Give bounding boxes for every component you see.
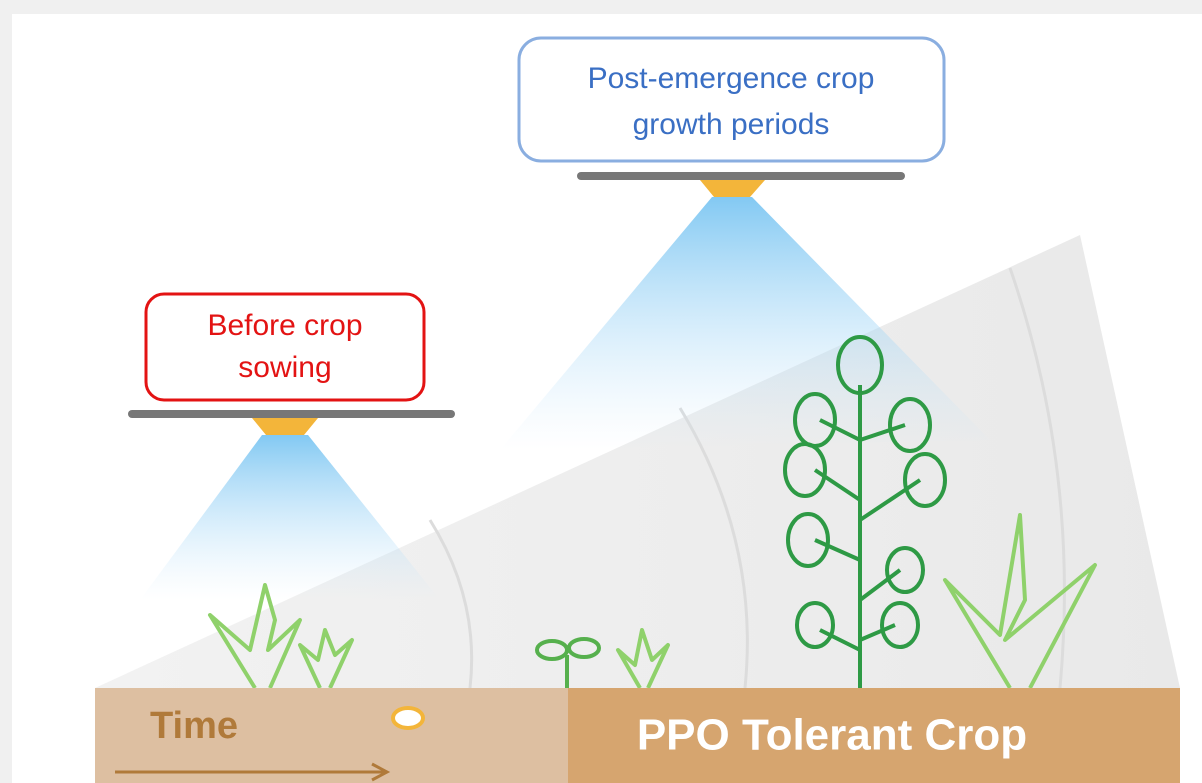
spray-bar: [577, 172, 905, 180]
label-text: Before crop: [207, 309, 362, 342]
crop-label: PPO Tolerant Crop: [637, 711, 1027, 760]
label-text: Post-emergence crop: [588, 62, 875, 95]
diagram: Post-emergence crop growth periods Befor…: [0, 0, 1202, 783]
label-text: sowing: [238, 351, 331, 384]
seed: [393, 708, 423, 728]
label-box: [519, 38, 944, 161]
spray-bar: [128, 410, 455, 418]
label-text: growth periods: [633, 108, 830, 141]
time-label: Time: [150, 705, 238, 747]
